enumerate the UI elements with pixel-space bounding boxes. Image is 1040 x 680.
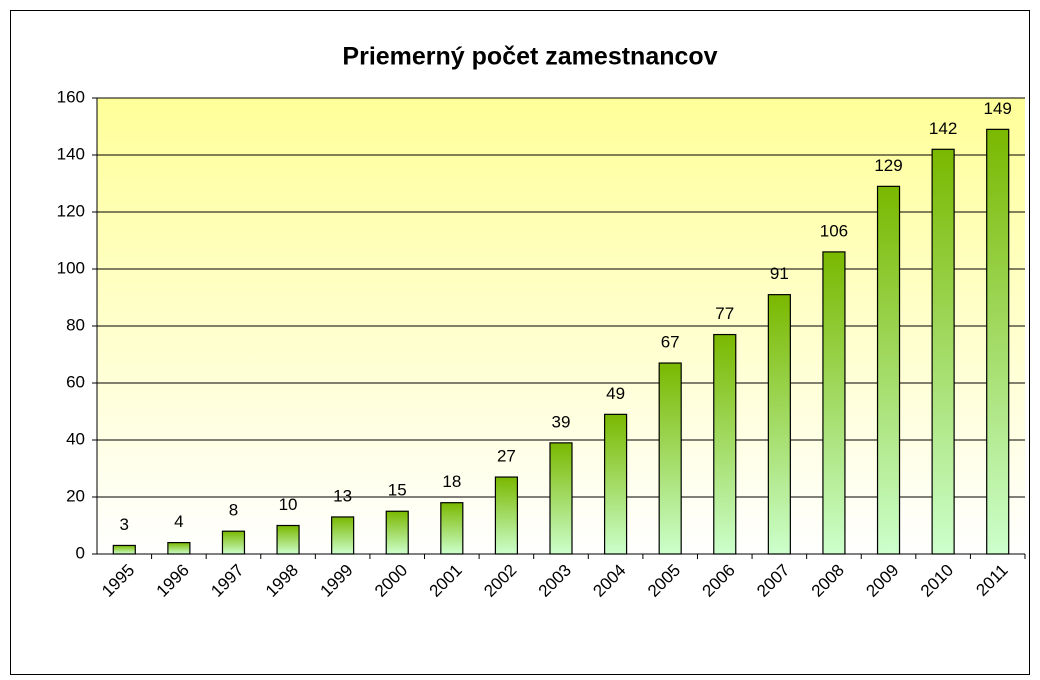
data-label: 27 [497,447,516,466]
data-label: 4 [174,512,183,531]
bar [494,476,519,555]
bar [658,362,682,555]
data-label: 91 [770,264,789,283]
data-label: 142 [929,119,957,138]
y-tick-label: 20 [66,486,85,505]
y-tick-label: 40 [66,429,85,448]
bar [986,128,1010,555]
bar [931,148,955,555]
bar [331,516,355,555]
data-label: 49 [606,384,625,403]
bar [276,524,300,555]
bar [221,530,246,555]
bar [713,333,737,555]
bar [385,510,409,555]
y-tick-label: 80 [66,315,85,334]
data-label: 15 [388,481,407,500]
bar [767,294,791,555]
data-label: 13 [333,486,352,505]
bar [822,251,846,555]
bar [167,541,191,555]
bar [876,185,901,555]
chart-title: Priemerný počet zamestnancov [342,43,717,71]
data-label: 129 [874,156,902,175]
y-tick-label: 120 [57,201,85,220]
y-tick-label: 0 [76,543,85,562]
data-label: 39 [552,412,571,431]
data-label: 106 [820,221,848,240]
data-label: 10 [279,495,298,514]
y-tick-label: 140 [57,144,85,163]
data-label: 3 [120,515,129,534]
y-tick-label: 60 [66,372,85,391]
data-label: 8 [229,501,238,520]
data-label: 67 [661,333,680,352]
bar [112,544,136,555]
bar [440,502,464,555]
data-label: 77 [715,304,734,323]
y-tick-label: 160 [57,87,85,106]
bar [549,442,573,555]
y-tick-label: 100 [57,258,85,277]
bar [603,413,628,555]
data-label: 18 [442,472,461,491]
data-label: 149 [984,99,1012,118]
